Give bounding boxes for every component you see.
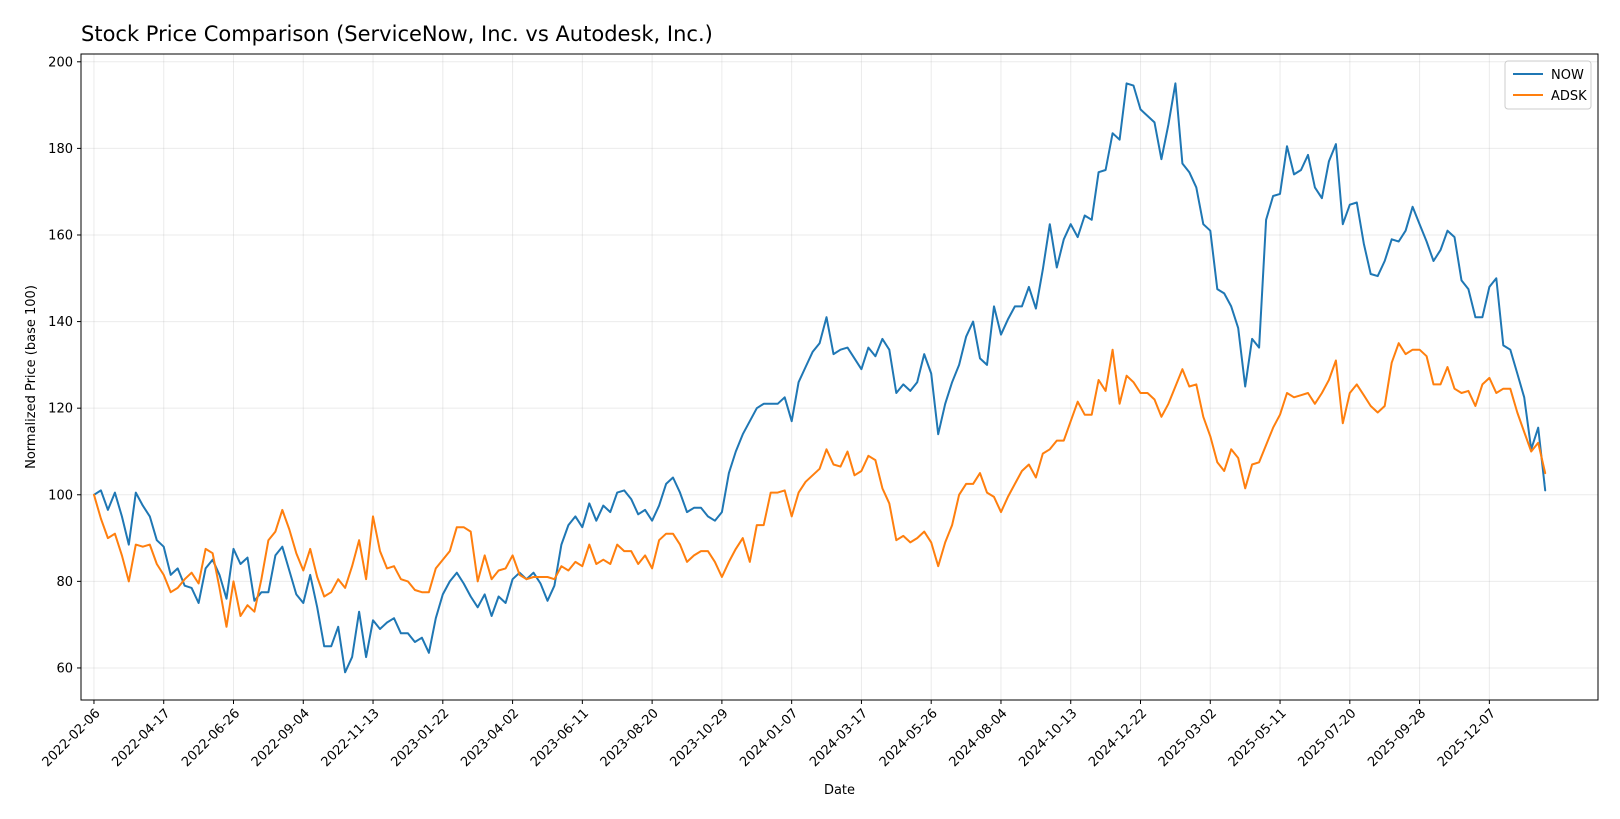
y-tick-label-120: 120	[48, 402, 73, 417]
x-tick-label-2024-12-22: 2024-12-22	[1086, 706, 1150, 770]
x-tick-label-2023-08-20: 2023-08-20	[598, 706, 662, 770]
chart-title: Stock Price Comparison (ServiceNow, Inc.…	[81, 22, 713, 46]
y-tick-label-100: 100	[48, 488, 73, 503]
x-tick-label-2025-03-02: 2025-03-02	[1156, 706, 1220, 770]
x-tick-label-2023-01-22: 2023-01-22	[388, 706, 452, 770]
y-tick-label-80: 80	[56, 575, 73, 590]
x-axis-label: Date	[824, 783, 855, 798]
x-tick-label-2024-08-04: 2024-08-04	[947, 706, 1011, 770]
x-tick-label-2025-12-07: 2025-12-07	[1435, 706, 1499, 770]
x-tick-label-2024-10-13: 2024-10-13	[1016, 706, 1080, 770]
x-tick-label-2022-02-06: 2022-02-06	[40, 706, 104, 770]
series-layer	[93, 82, 1547, 674]
x-tick-label-2023-04-02: 2023-04-02	[458, 706, 522, 770]
y-tick-label-140: 140	[48, 315, 73, 330]
y-tick-label-160: 160	[48, 228, 73, 243]
y-tick-label-60: 60	[56, 661, 73, 676]
y-axis: 60 80 100 120 140 160 180 200	[48, 55, 81, 676]
x-tick-label-2024-05-26: 2024-05-26	[877, 706, 941, 770]
x-tick-label-2022-04-17: 2022-04-17	[109, 706, 173, 770]
y-axis-label: Normalized Price (base 100)	[24, 285, 39, 469]
x-tick-label-2023-06-11: 2023-06-11	[528, 706, 592, 770]
plot-frame	[80, 53, 1599, 701]
x-tick-label-2025-05-11: 2025-05-11	[1226, 706, 1290, 770]
series-line-now	[93, 82, 1547, 674]
x-tick-label-2022-11-13: 2022-11-13	[319, 706, 383, 770]
y-tick-label-180: 180	[48, 142, 73, 157]
x-tick-label-2025-07-20: 2025-07-20	[1295, 706, 1359, 770]
x-tick-label-2025-09-28: 2025-09-28	[1365, 706, 1429, 770]
legend: NOW ADSK	[1504, 60, 1592, 110]
x-tick-label-2024-01-07: 2024-01-07	[737, 706, 801, 770]
x-tick-label-2023-10-29: 2023-10-29	[668, 706, 732, 770]
legend-label-now: NOW	[1551, 68, 1584, 83]
y-tick-label-200: 200	[48, 55, 73, 70]
x-tick-label-2024-03-17: 2024-03-17	[807, 706, 871, 770]
series-line-adsk	[93, 342, 1547, 628]
x-axis: 2022-02-06 2022-04-17 2022-06-26 2022-09-04…	[40, 700, 1499, 770]
grid	[81, 54, 1598, 700]
legend-label-adsk: ADSK	[1551, 89, 1587, 104]
x-tick-label-2022-06-26: 2022-06-26	[179, 706, 243, 770]
x-tick-label-2022-09-04: 2022-09-04	[249, 706, 313, 770]
